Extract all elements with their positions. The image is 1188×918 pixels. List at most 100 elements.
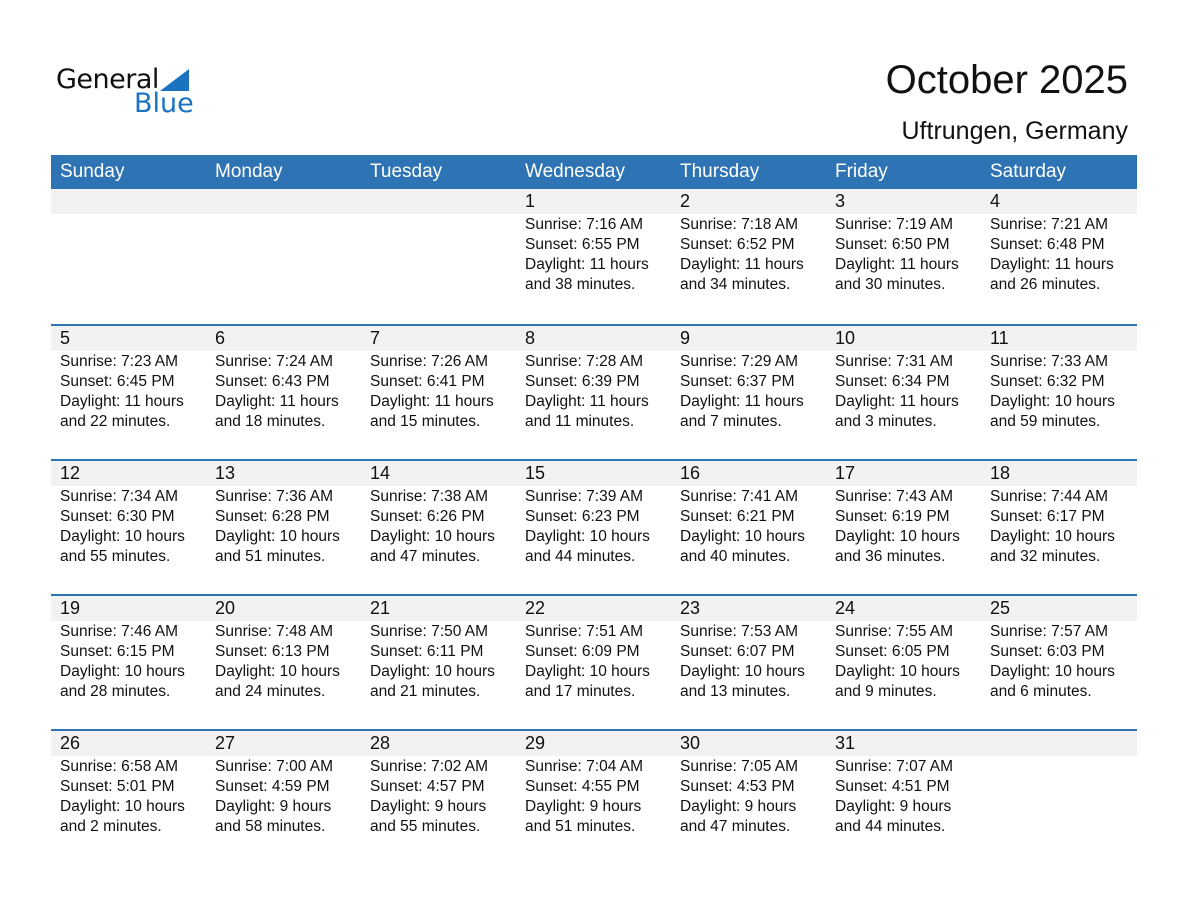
day-cell: Sunrise: 7:02 AM Sunset: 4:57 PM Daylight:… [361, 756, 516, 837]
day-number: 19 [60, 598, 81, 618]
day-cell: Sunrise: 7:19 AM Sunset: 6:50 PM Daylight:… [826, 214, 981, 295]
day-number: 10 [835, 328, 856, 348]
daylight-minutes: and 24 minutes. [215, 683, 326, 700]
day-cell: Sunrise: 7:31 AM Sunset: 6:34 PM Daylight:… [826, 351, 981, 432]
sunrise: Sunrise: 7:26 AM [370, 353, 489, 370]
day-number: 26 [60, 733, 81, 753]
day-number: 31 [835, 733, 856, 753]
day-number: 18 [990, 463, 1011, 483]
week-row: 12 13 14 15 16 17 18 Sunrise: 7:34 AM Sunset: 6:… [51, 459, 1137, 594]
daylight: Daylight: 10 hours [680, 528, 805, 545]
sunset: Sunset: 6:09 PM [525, 643, 640, 660]
day-number: 16 [680, 463, 701, 483]
daylight: Daylight: 9 hours [680, 798, 797, 815]
weekday-sunday: Sunday [60, 161, 125, 182]
day-number [981, 731, 1136, 756]
sunrise: Sunrise: 7:00 AM [215, 758, 334, 775]
sunset: Sunset: 6:43 PM [215, 373, 330, 390]
sunrise: Sunrise: 7:21 AM [990, 216, 1109, 233]
day-number: 22 [525, 598, 546, 618]
sunset: Sunset: 6:34 PM [835, 373, 950, 390]
daylight: Daylight: 10 hours [835, 528, 960, 545]
daylight-minutes: and 59 minutes. [990, 413, 1101, 430]
day-number: 20 [215, 598, 236, 618]
daylight-minutes: and 47 minutes. [370, 548, 481, 565]
weekday-saturday: Saturday [990, 161, 1067, 182]
daylight: Daylight: 10 hours [835, 663, 960, 680]
sunset: Sunset: 6:07 PM [680, 643, 795, 660]
daylight-minutes: and 26 minutes. [990, 276, 1101, 293]
sunset: Sunset: 6:48 PM [990, 236, 1105, 253]
daylight-minutes: and 51 minutes. [215, 548, 326, 565]
sunset: Sunset: 5:01 PM [60, 778, 175, 795]
daylight-minutes: and 6 minutes. [990, 683, 1092, 700]
logo-text-blue: Blue [134, 88, 194, 119]
sunrise: Sunrise: 7:46 AM [60, 623, 179, 640]
sunset: Sunset: 6:37 PM [680, 373, 795, 390]
day-cell: Sunrise: 7:48 AM Sunset: 6:13 PM Daylight:… [206, 621, 361, 702]
sunset: Sunset: 4:53 PM [680, 778, 795, 795]
day-cell: Sunrise: 7:46 AM Sunset: 6:15 PM Daylight:… [51, 621, 206, 702]
day-number: 3 [835, 191, 846, 211]
sunset: Sunset: 6:11 PM [370, 643, 484, 660]
sunrise: Sunrise: 7:57 AM [990, 623, 1109, 640]
week-row: 5 6 7 8 9 10 11 Sunrise: 7:23 AM Sunset: 6:45 PM… [51, 324, 1137, 459]
sunset: Sunset: 6:39 PM [525, 373, 640, 390]
sunrise: Sunrise: 7:19 AM [835, 216, 954, 233]
day-cell [206, 214, 361, 295]
daylight-minutes: and 51 minutes. [525, 818, 636, 835]
day-cell: Sunrise: 7:39 AM Sunset: 6:23 PM Daylight:… [516, 486, 671, 567]
sunrise: Sunrise: 7:36 AM [215, 488, 334, 505]
day-cell: Sunrise: 7:23 AM Sunset: 6:45 PM Daylight:… [51, 351, 206, 432]
day-number: 15 [525, 463, 546, 483]
sunrise: Sunrise: 7:43 AM [835, 488, 954, 505]
day-number: 17 [835, 463, 856, 483]
sunset: Sunset: 6:13 PM [215, 643, 330, 660]
sunset: Sunset: 6:30 PM [60, 508, 175, 525]
day-cell: Sunrise: 7:18 AM Sunset: 6:52 PM Daylight:… [671, 214, 826, 295]
daylight-minutes: and 36 minutes. [835, 548, 946, 565]
week-row: 1 2 3 4 Sunrise: 7:16 AM Sunset: 6:55 PM Dayli… [51, 189, 1137, 324]
daylight-minutes: and 2 minutes. [60, 818, 162, 835]
page-title: October 2025 [885, 58, 1128, 102]
day-details-row: Sunrise: 6:58 AM Sunset: 5:01 PM Daylight:… [51, 756, 1137, 837]
day-number: 28 [370, 733, 391, 753]
daylight: Daylight: 11 hours [835, 393, 959, 410]
daylight-minutes: and 32 minutes. [990, 548, 1101, 565]
day-number: 27 [215, 733, 236, 753]
day-cell: Sunrise: 7:21 AM Sunset: 6:48 PM Daylight:… [981, 214, 1136, 295]
sunrise: Sunrise: 7:07 AM [835, 758, 954, 775]
sunset: Sunset: 6:19 PM [835, 508, 950, 525]
daylight: Daylight: 9 hours [370, 798, 487, 815]
sunset: Sunset: 6:26 PM [370, 508, 485, 525]
day-number [361, 189, 516, 214]
sunset: Sunset: 6:03 PM [990, 643, 1105, 660]
daylight-minutes: and 44 minutes. [835, 818, 946, 835]
daylight: Daylight: 10 hours [370, 528, 495, 545]
day-number: 29 [525, 733, 546, 753]
day-cell: Sunrise: 7:53 AM Sunset: 6:07 PM Daylight:… [671, 621, 826, 702]
day-cell: Sunrise: 7:04 AM Sunset: 4:55 PM Daylight:… [516, 756, 671, 837]
week-row: 19 20 21 22 23 24 25 Sunrise: 7:46 AM Sunset: 6:… [51, 594, 1137, 729]
sunrise: Sunrise: 7:31 AM [835, 353, 954, 370]
sunset: Sunset: 6:15 PM [60, 643, 175, 660]
day-cell [361, 214, 516, 295]
day-cell: Sunrise: 7:41 AM Sunset: 6:21 PM Daylight:… [671, 486, 826, 567]
calendar: Sunday Monday Tuesday Wednesday Thursday Frid… [51, 155, 1137, 864]
sunrise: Sunrise: 7:38 AM [370, 488, 489, 505]
day-cell: Sunrise: 7:34 AM Sunset: 6:30 PM Daylight:… [51, 486, 206, 567]
daylight: Daylight: 10 hours [370, 663, 495, 680]
day-number: 8 [525, 328, 536, 348]
sunset: Sunset: 6:52 PM [680, 236, 795, 253]
sunset: Sunset: 4:57 PM [370, 778, 485, 795]
day-cell: Sunrise: 7:55 AM Sunset: 6:05 PM Daylight:… [826, 621, 981, 702]
sunrise: Sunrise: 7:04 AM [525, 758, 644, 775]
daylight: Daylight: 9 hours [215, 798, 332, 815]
sunrise: Sunrise: 7:44 AM [990, 488, 1109, 505]
day-cell: Sunrise: 7:26 AM Sunset: 6:41 PM Daylight:… [361, 351, 516, 432]
weekday-wednesday: Wednesday [525, 161, 625, 182]
day-cell: Sunrise: 7:24 AM Sunset: 6:43 PM Daylight:… [206, 351, 361, 432]
daylight: Daylight: 10 hours [525, 663, 650, 680]
sunrise: Sunrise: 7:28 AM [525, 353, 644, 370]
daylight-minutes: and 21 minutes. [370, 683, 481, 700]
